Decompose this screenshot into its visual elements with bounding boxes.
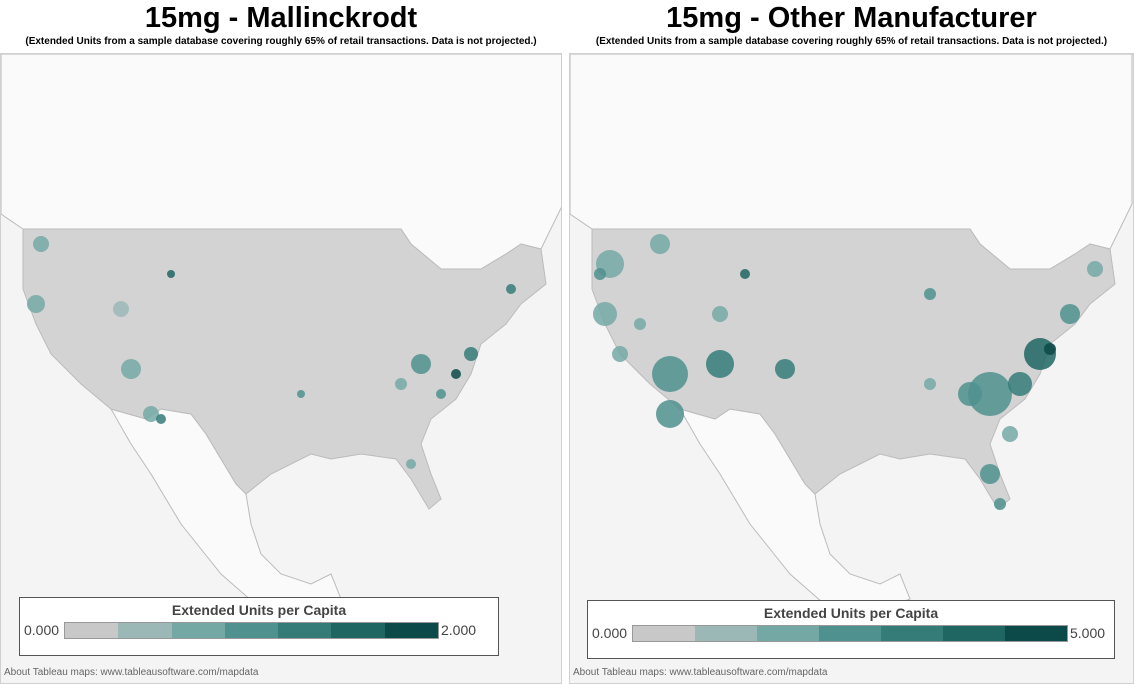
county-mark bbox=[1008, 372, 1032, 396]
county-mark bbox=[656, 400, 684, 428]
us-county-map[interactable]: Extended Units per Capita 0.000 5.000 Ab… bbox=[569, 53, 1134, 684]
chart-subtitle: (Extended Units from a sample database c… bbox=[595, 36, 1108, 47]
county-mark bbox=[113, 301, 129, 317]
map-svg bbox=[570, 54, 1133, 615]
county-mark bbox=[968, 372, 1012, 416]
us-county-map[interactable]: Extended Units per Capita 0.000 2.000 Ab… bbox=[0, 53, 562, 684]
chart-subtitle: (Extended Units from a sample database c… bbox=[25, 36, 537, 47]
county-mark bbox=[634, 318, 646, 330]
legend-swatch bbox=[224, 623, 279, 638]
chart-title: 15mg - Mallinckrodt bbox=[144, 2, 418, 34]
legend-swatch bbox=[943, 626, 1005, 641]
legend-swatch bbox=[278, 623, 332, 638]
county-mark bbox=[652, 356, 688, 392]
legend-swatch bbox=[881, 626, 943, 641]
county-mark bbox=[167, 270, 175, 278]
us-region bbox=[591, 228, 1116, 510]
color-legend: Extended Units per Capita 0.000 2.000 bbox=[19, 597, 499, 656]
legend-swatch bbox=[1005, 626, 1067, 641]
legend-max: 2.000 bbox=[441, 622, 477, 638]
county-mark bbox=[451, 369, 461, 379]
map-attribution[interactable]: About Tableau maps: www.tableausoftware.… bbox=[573, 667, 828, 678]
county-mark bbox=[994, 498, 1006, 510]
legend-swatch bbox=[757, 626, 819, 641]
map-attribution[interactable]: About Tableau maps: www.tableausoftware.… bbox=[4, 667, 259, 678]
county-mark bbox=[411, 354, 431, 374]
county-mark bbox=[924, 378, 936, 390]
county-mark bbox=[712, 306, 728, 322]
county-mark bbox=[650, 234, 670, 254]
us-region bbox=[22, 228, 547, 510]
map-panel-mallinckrodt: 15mg - Mallinckrodt (Extended Units from… bbox=[0, 0, 562, 684]
map-svg bbox=[1, 54, 561, 615]
county-mark bbox=[33, 236, 49, 252]
county-mark bbox=[740, 269, 750, 279]
county-mark bbox=[506, 284, 516, 294]
legend-swatch bbox=[65, 623, 119, 638]
legend-min: 0.000 bbox=[592, 625, 628, 641]
legend-swatch bbox=[171, 623, 225, 638]
chart-title: 15mg - Other Manufacturer bbox=[666, 2, 1037, 34]
county-mark bbox=[436, 389, 446, 399]
county-mark bbox=[121, 359, 141, 379]
county-mark bbox=[406, 459, 416, 469]
legend-min: 0.000 bbox=[24, 622, 60, 638]
county-mark bbox=[594, 268, 606, 280]
county-mark bbox=[775, 359, 795, 379]
county-mark bbox=[1002, 426, 1018, 442]
legend-color-ramp bbox=[64, 622, 439, 639]
legend-swatch bbox=[331, 623, 385, 638]
county-mark bbox=[1044, 343, 1056, 355]
county-mark bbox=[395, 378, 407, 390]
legend-swatch bbox=[819, 626, 881, 641]
legend-max: 5.000 bbox=[1070, 625, 1106, 641]
county-mark bbox=[924, 288, 936, 300]
legend-swatch bbox=[695, 626, 757, 641]
legend-swatch bbox=[633, 626, 695, 641]
county-mark bbox=[706, 350, 734, 378]
map-panel-other-manufacturer: 15mg - Other Manufacturer (Extended Unit… bbox=[569, 0, 1134, 684]
county-mark bbox=[297, 390, 305, 398]
legend-swatch bbox=[118, 623, 172, 638]
county-mark bbox=[958, 382, 982, 406]
county-mark bbox=[27, 295, 45, 313]
county-mark bbox=[1060, 304, 1080, 324]
legend-title: Extended Units per Capita bbox=[763, 605, 939, 621]
county-mark bbox=[980, 464, 1000, 484]
county-mark bbox=[1087, 261, 1103, 277]
county-mark bbox=[143, 406, 159, 422]
county-mark bbox=[593, 302, 617, 326]
legend-swatch bbox=[384, 623, 438, 638]
county-mark bbox=[464, 347, 478, 361]
legend-color-ramp bbox=[632, 625, 1068, 642]
legend-title: Extended Units per Capita bbox=[171, 602, 347, 618]
county-mark bbox=[612, 346, 628, 362]
county-mark bbox=[156, 414, 166, 424]
color-legend: Extended Units per Capita 0.000 5.000 bbox=[587, 600, 1115, 659]
